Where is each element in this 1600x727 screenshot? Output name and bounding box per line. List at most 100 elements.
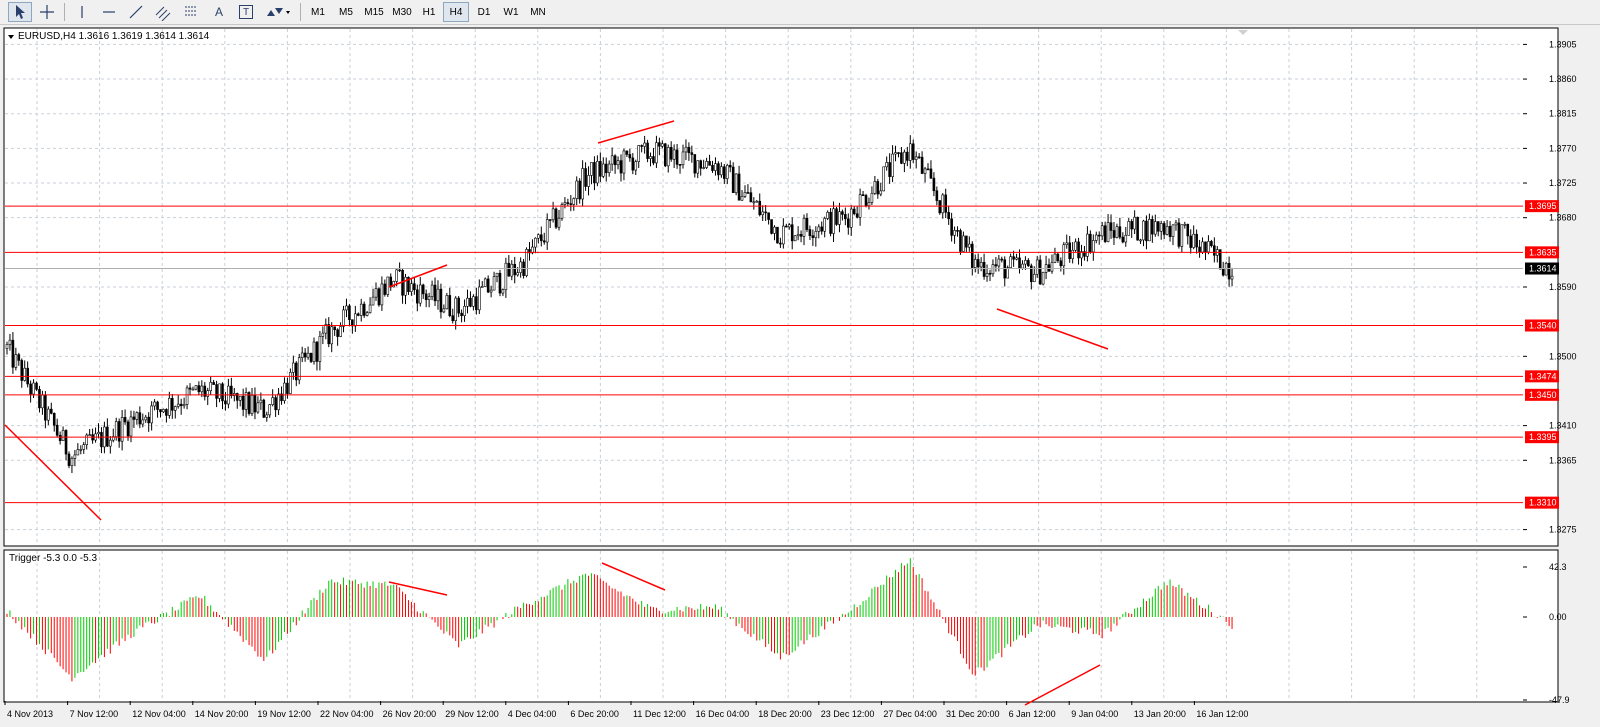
period-m1-button[interactable]: M1: [305, 2, 331, 22]
price-scale[interactable]: 1.3905 1.3860 1.3815 1.3770 1.3725 1.3680 1.35…: [1523, 39, 1577, 535]
candle-body: [832, 208, 835, 234]
time-axis[interactable]: 4 Nov 2013 7 Nov 12:00 12 Nov 04:00 14 Nov …: [4, 701, 1248, 719]
candle-body: [649, 156, 652, 159]
fibonacci-levels-tool-button[interactable]: [180, 2, 204, 22]
candle-body: [985, 272, 989, 277]
candle-body: [492, 276, 496, 291]
candle-body: [1151, 219, 1154, 235]
period-mn-button[interactable]: MN: [525, 2, 551, 22]
candle-body: [1183, 223, 1187, 226]
period-m15-button[interactable]: M15: [360, 2, 388, 22]
candle-body: [855, 213, 859, 218]
candle-body: [1074, 241, 1077, 251]
candle-body: [714, 163, 717, 171]
candle-body: [587, 175, 590, 187]
candle-body: [250, 395, 254, 414]
vertical-line-tool-button[interactable]: [70, 2, 94, 22]
candle-body: [165, 409, 168, 416]
candle-body: [956, 230, 959, 232]
candle-body: [879, 190, 883, 195]
period-m30-button[interactable]: M30: [388, 2, 416, 22]
candle-body: [262, 399, 266, 418]
candle-body: [1094, 234, 1098, 241]
candle-body: [900, 152, 903, 164]
period-h1-button[interactable]: H1: [416, 2, 442, 22]
candle-body: [548, 219, 552, 221]
text-label-tool-button[interactable]: T: [234, 2, 258, 22]
candle-body: [1162, 223, 1166, 235]
candle-body: [1118, 226, 1122, 238]
candle-body: [510, 263, 514, 277]
crosshair-tool-button[interactable]: [35, 2, 59, 22]
candle-body: [1230, 275, 1234, 280]
level-price-label: 1.3635: [1529, 247, 1557, 257]
text-tool-button[interactable]: A: [207, 2, 231, 22]
candle-body: [274, 397, 277, 411]
candle-body: [841, 211, 844, 215]
candle-body: [637, 145, 641, 162]
candle-body: [120, 417, 124, 442]
candle-body: [743, 192, 747, 197]
candle-body: [283, 382, 286, 402]
candle-body: [787, 224, 791, 228]
time-tick-label: 14 Nov 20:00: [195, 709, 249, 719]
candle-body: [247, 392, 251, 414]
candle-body: [35, 382, 38, 390]
candle-body: [11, 339, 15, 368]
candle-body: [200, 385, 204, 393]
candle-body: [386, 276, 390, 295]
candle-body: [321, 332, 325, 337]
level-price-label: 1.3695: [1529, 201, 1557, 211]
candle-body: [684, 146, 688, 153]
candle-body: [959, 230, 962, 252]
candle-body: [253, 395, 257, 413]
candle-body: [938, 200, 942, 214]
level-price-tag: [1525, 431, 1559, 444]
candle-body: [1186, 223, 1190, 237]
indicator-pane[interactable]: [3, 549, 1559, 703]
candle-body: [73, 454, 77, 459]
candle-body: [1089, 233, 1092, 253]
candle-body: [271, 397, 274, 405]
fibonacci-channel-tool-button[interactable]: [151, 2, 175, 22]
level-price-tag: [1525, 496, 1559, 509]
candle-body: [613, 155, 617, 166]
toolbar-separator: [300, 3, 301, 21]
candle-body: [1145, 220, 1148, 242]
candle-body: [696, 160, 700, 174]
candle-body: [365, 312, 369, 316]
main-grid: [5, 29, 1523, 545]
period-m5-button[interactable]: M5: [333, 2, 359, 22]
time-tick-label: 7 Nov 12:00: [70, 709, 119, 719]
candle-body: [20, 360, 24, 381]
period-h4-button[interactable]: H4: [443, 2, 469, 22]
candle-body: [44, 394, 47, 421]
candle-body: [38, 389, 41, 409]
trendline-tool-button[interactable]: [124, 2, 148, 22]
candle-body: [454, 297, 457, 322]
candle-body: [97, 432, 100, 435]
candle-body: [542, 240, 546, 243]
chart-menu-triangle-icon[interactable]: [8, 35, 14, 39]
pane-shift-marker[interactable]: [1238, 30, 1248, 35]
candle-body: [917, 156, 921, 159]
period-d1-button[interactable]: D1: [471, 2, 497, 22]
candle-body: [259, 399, 263, 404]
time-tick-label: 6 Jan 12:00: [1009, 709, 1056, 719]
text-icon: A: [214, 5, 223, 19]
indicator-grid: [36, 551, 1478, 701]
candle-body: [708, 161, 711, 166]
fibonacci-channel-icon: [155, 6, 171, 21]
candle-body: [820, 226, 824, 232]
price-tick-label: 1.3770: [1549, 143, 1577, 153]
candle-body: [897, 152, 900, 154]
horizontal-line-tool-button[interactable]: [97, 2, 121, 22]
candle-body: [132, 416, 136, 420]
cursor-tool-button[interactable]: [8, 2, 32, 22]
indicator-scale[interactable]: 42.3 0.00 -47.9: [1523, 562, 1570, 705]
arrows-tool-button[interactable]: [262, 2, 294, 22]
period-w1-button[interactable]: W1: [498, 2, 524, 22]
candle-body: [460, 312, 463, 316]
candle-body: [973, 259, 977, 268]
